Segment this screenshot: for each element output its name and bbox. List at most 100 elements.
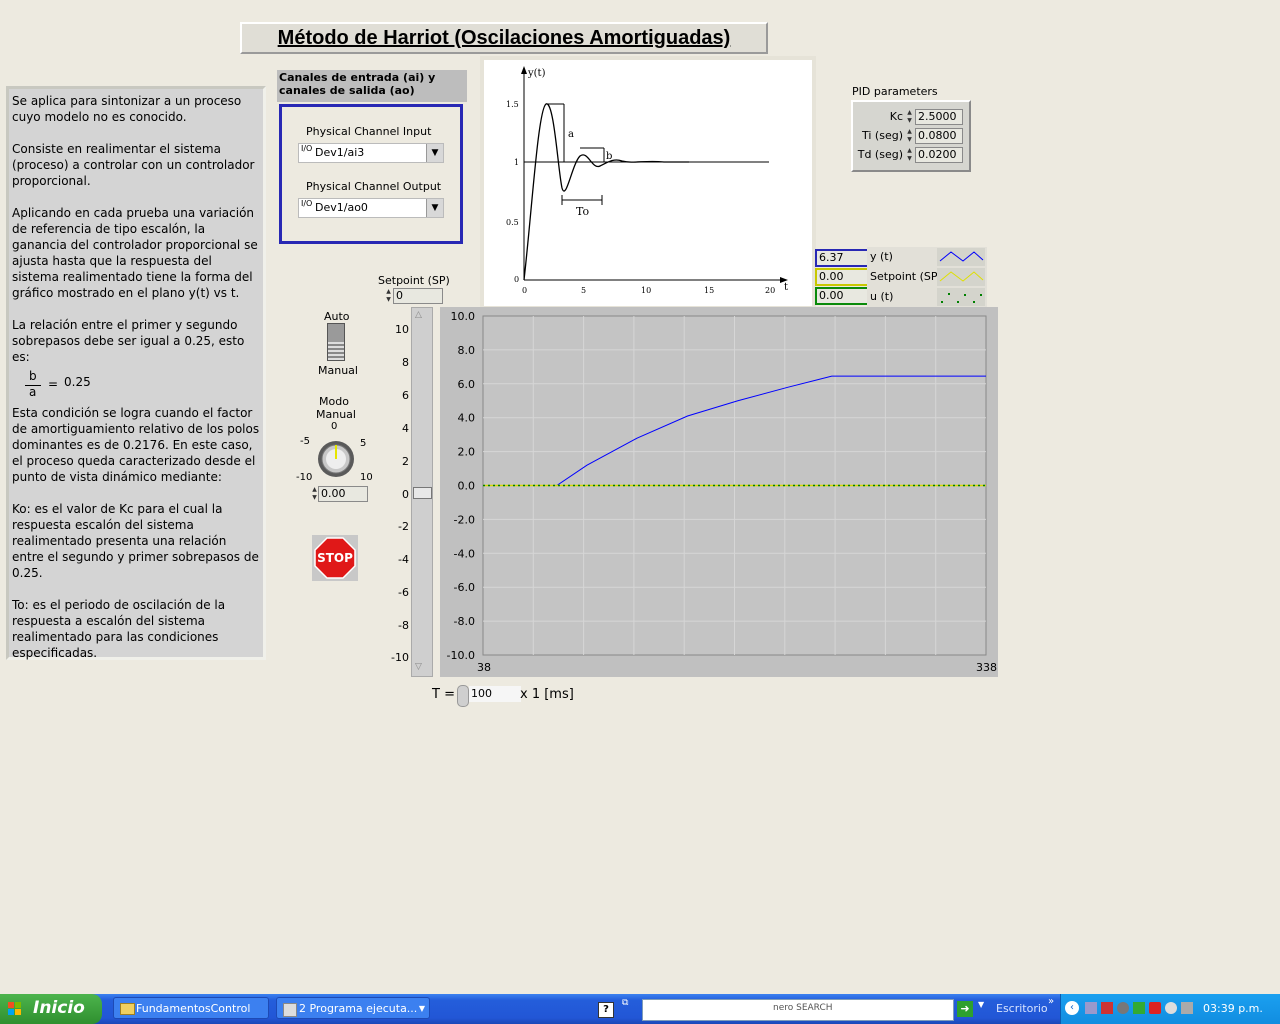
td-stepper[interactable]: ▲ ▼ <box>907 147 912 162</box>
y-indicator: 6.37 <box>815 249 869 267</box>
io-icon: I/O <box>301 144 313 153</box>
desktop-toolbar[interactable]: Escritorio <box>996 1002 1048 1015</box>
knob-label: Modo Manual <box>316 395 356 421</box>
y-tick-label: 8.0 <box>458 344 476 357</box>
setpoint-slider[interactable]: △ ▽ <box>411 307 433 677</box>
sp-tick: 6 <box>402 389 409 402</box>
output-channel-select[interactable]: I/O Dev1/ao0 ▼ <box>298 198 444 218</box>
output-channel-value: Dev1/ao0 <box>315 201 368 214</box>
network-icon[interactable] <box>1085 1002 1097 1014</box>
knob-value-field[interactable]: 0.00 <box>318 486 368 502</box>
ti-field[interactable]: 0.0800 <box>915 128 963 144</box>
chevron-down-icon[interactable]: ▼ <box>426 144 443 162</box>
messenger-icon[interactable] <box>1165 1002 1177 1014</box>
ratio-equals: = <box>48 377 59 391</box>
x-tick-label: 338 <box>976 661 997 674</box>
manual-knob[interactable]: 0 -5 5 -10 10 <box>296 418 376 484</box>
y-tick-label: 4.0 <box>458 412 476 425</box>
sample-time-field[interactable]: 100 <box>469 686 521 702</box>
chevron-down-icon[interactable]: ▼ <box>978 1000 985 1009</box>
ref-y-tick: 0 <box>514 275 519 284</box>
x-tick-label: 38 <box>477 661 491 674</box>
plot-legend[interactable]: y (t) Setpoint (SP) u (t) <box>867 247 987 307</box>
kc-field[interactable]: 2.5000 <box>915 109 963 125</box>
sp-tick: -6 <box>398 586 409 599</box>
stop-button[interactable]: STOP <box>312 535 358 581</box>
security-icon[interactable] <box>1101 1002 1113 1014</box>
input-channel-select[interactable]: I/O Dev1/ai3 ▼ <box>298 143 444 163</box>
legend-label-u: u (t) <box>870 290 894 303</box>
sp-tick: -4 <box>398 553 409 566</box>
kc-value: 2.5000 <box>918 110 957 123</box>
auto-manual-switch[interactable] <box>327 323 345 361</box>
td-field[interactable]: 0.0200 <box>915 147 963 163</box>
knob-tick: 10 <box>360 472 373 483</box>
ti-stepper[interactable]: ▲ ▼ <box>907 128 912 143</box>
system-tray: ‹ 03:39 p.m. <box>1060 994 1280 1024</box>
slider-thumb[interactable] <box>413 487 432 499</box>
setpoint-field[interactable]: 0 <box>393 288 443 304</box>
task2-label: 2 Programa ejecuta... <box>299 1002 418 1015</box>
help-icon[interactable]: ? <box>598 1002 614 1018</box>
series-line-y <box>483 375 986 486</box>
taskbar-item-programa[interactable]: 2 Programa ejecuta... ▼ <box>276 997 430 1019</box>
ref-y-tick: 0.5 <box>506 218 519 227</box>
description-text: Se aplica para sintonizar a un proceso c… <box>12 94 258 364</box>
knob-value: 0.00 <box>321 487 346 500</box>
sample-time-stepper[interactable] <box>457 685 469 707</box>
fraction-bar <box>25 385 41 386</box>
legend-label-y: y (t) <box>870 250 893 263</box>
y-value: 6.37 <box>819 251 844 264</box>
start-button[interactable]: Inicio <box>0 994 102 1024</box>
td-label: Td (seg) <box>857 148 903 161</box>
page-title: Método de Harriot (Oscilaciones Amortigu… <box>277 27 731 49</box>
knob-stepper[interactable]: ▲ ▼ <box>312 486 317 501</box>
usb-icon[interactable] <box>1133 1002 1145 1014</box>
y-tick-label: -4.0 <box>454 547 475 560</box>
output-channel-label: Physical Channel Output <box>306 180 442 193</box>
input-channel-label: Physical Channel Input <box>306 125 432 138</box>
ti-value: 0.0800 <box>918 129 957 142</box>
ref-x-tick: 0 <box>522 286 527 295</box>
taskbar-item-fundamentos[interactable]: FundamentosControl <box>113 997 269 1019</box>
device-icon[interactable] <box>1181 1002 1193 1014</box>
ref-x-tick: 5 <box>581 286 586 295</box>
ratio-denominator: a <box>29 385 37 399</box>
restore-icon[interactable]: ⧉ <box>622 998 629 1008</box>
y-tick-label: -6.0 <box>454 581 475 594</box>
y-tick-label: -8.0 <box>454 615 475 628</box>
ratio-value: 0.25 <box>64 375 91 389</box>
ref-x-label: t <box>784 282 788 293</box>
switch-bottom-label: Manual <box>318 364 358 377</box>
kc-stepper[interactable]: ▲ ▼ <box>907 109 912 124</box>
setpoint-stepper[interactable]: ▲ ▼ <box>386 288 391 303</box>
stop-sign-icon <box>314 537 356 579</box>
windows-logo-icon <box>8 1002 22 1016</box>
sp-value: 0.00 <box>819 270 844 283</box>
search-go-icon[interactable]: ➜ <box>957 1001 973 1017</box>
response-chart[interactable]: 10.0 8.0 6.0 4.0 2.0 0.0 -2.0 -4.0 -6.0 -8.0 -10.0… <box>440 307 998 677</box>
y-tick-label: -10.0 <box>447 649 475 662</box>
sp-tick: 8 <box>402 356 409 369</box>
ref-y-label: y(t) <box>527 68 546 79</box>
legend-swatch-y <box>937 248 985 266</box>
search-input[interactable]: nero SEARCH <box>642 999 954 1021</box>
ref-y-tick: 1 <box>514 158 519 167</box>
toolbar-expand-icon[interactable]: » <box>1048 996 1055 1007</box>
stop-label: STOP <box>317 551 353 565</box>
description-text-2: Esta condición se logra cuando el factor… <box>12 406 260 660</box>
pid-panel: Kc ▲ ▼ 2.5000 Ti (seg) ▲ ▼ 0.0800 Td (seg)… <box>851 100 971 172</box>
ratio-formula: b a = 0.25 <box>12 365 260 405</box>
tray-collapse-icon[interactable]: ‹ <box>1065 1001 1079 1015</box>
antivirus-icon[interactable] <box>1149 1002 1161 1014</box>
clock: 03:39 p.m. <box>1203 1002 1263 1015</box>
volume-icon[interactable] <box>1117 1002 1129 1014</box>
ratio-numerator: b <box>29 369 37 383</box>
channels-header: Canales de entrada (ai) y canales de sal… <box>277 70 467 102</box>
knob-tick: 5 <box>360 438 366 449</box>
ref-x-tick: 15 <box>704 286 714 295</box>
ti-label: Ti (seg) <box>862 129 903 142</box>
setpoint-value: 0 <box>396 289 403 302</box>
chevron-down-icon: ▼ <box>418 1004 425 1013</box>
chevron-down-icon[interactable]: ▼ <box>426 199 443 217</box>
